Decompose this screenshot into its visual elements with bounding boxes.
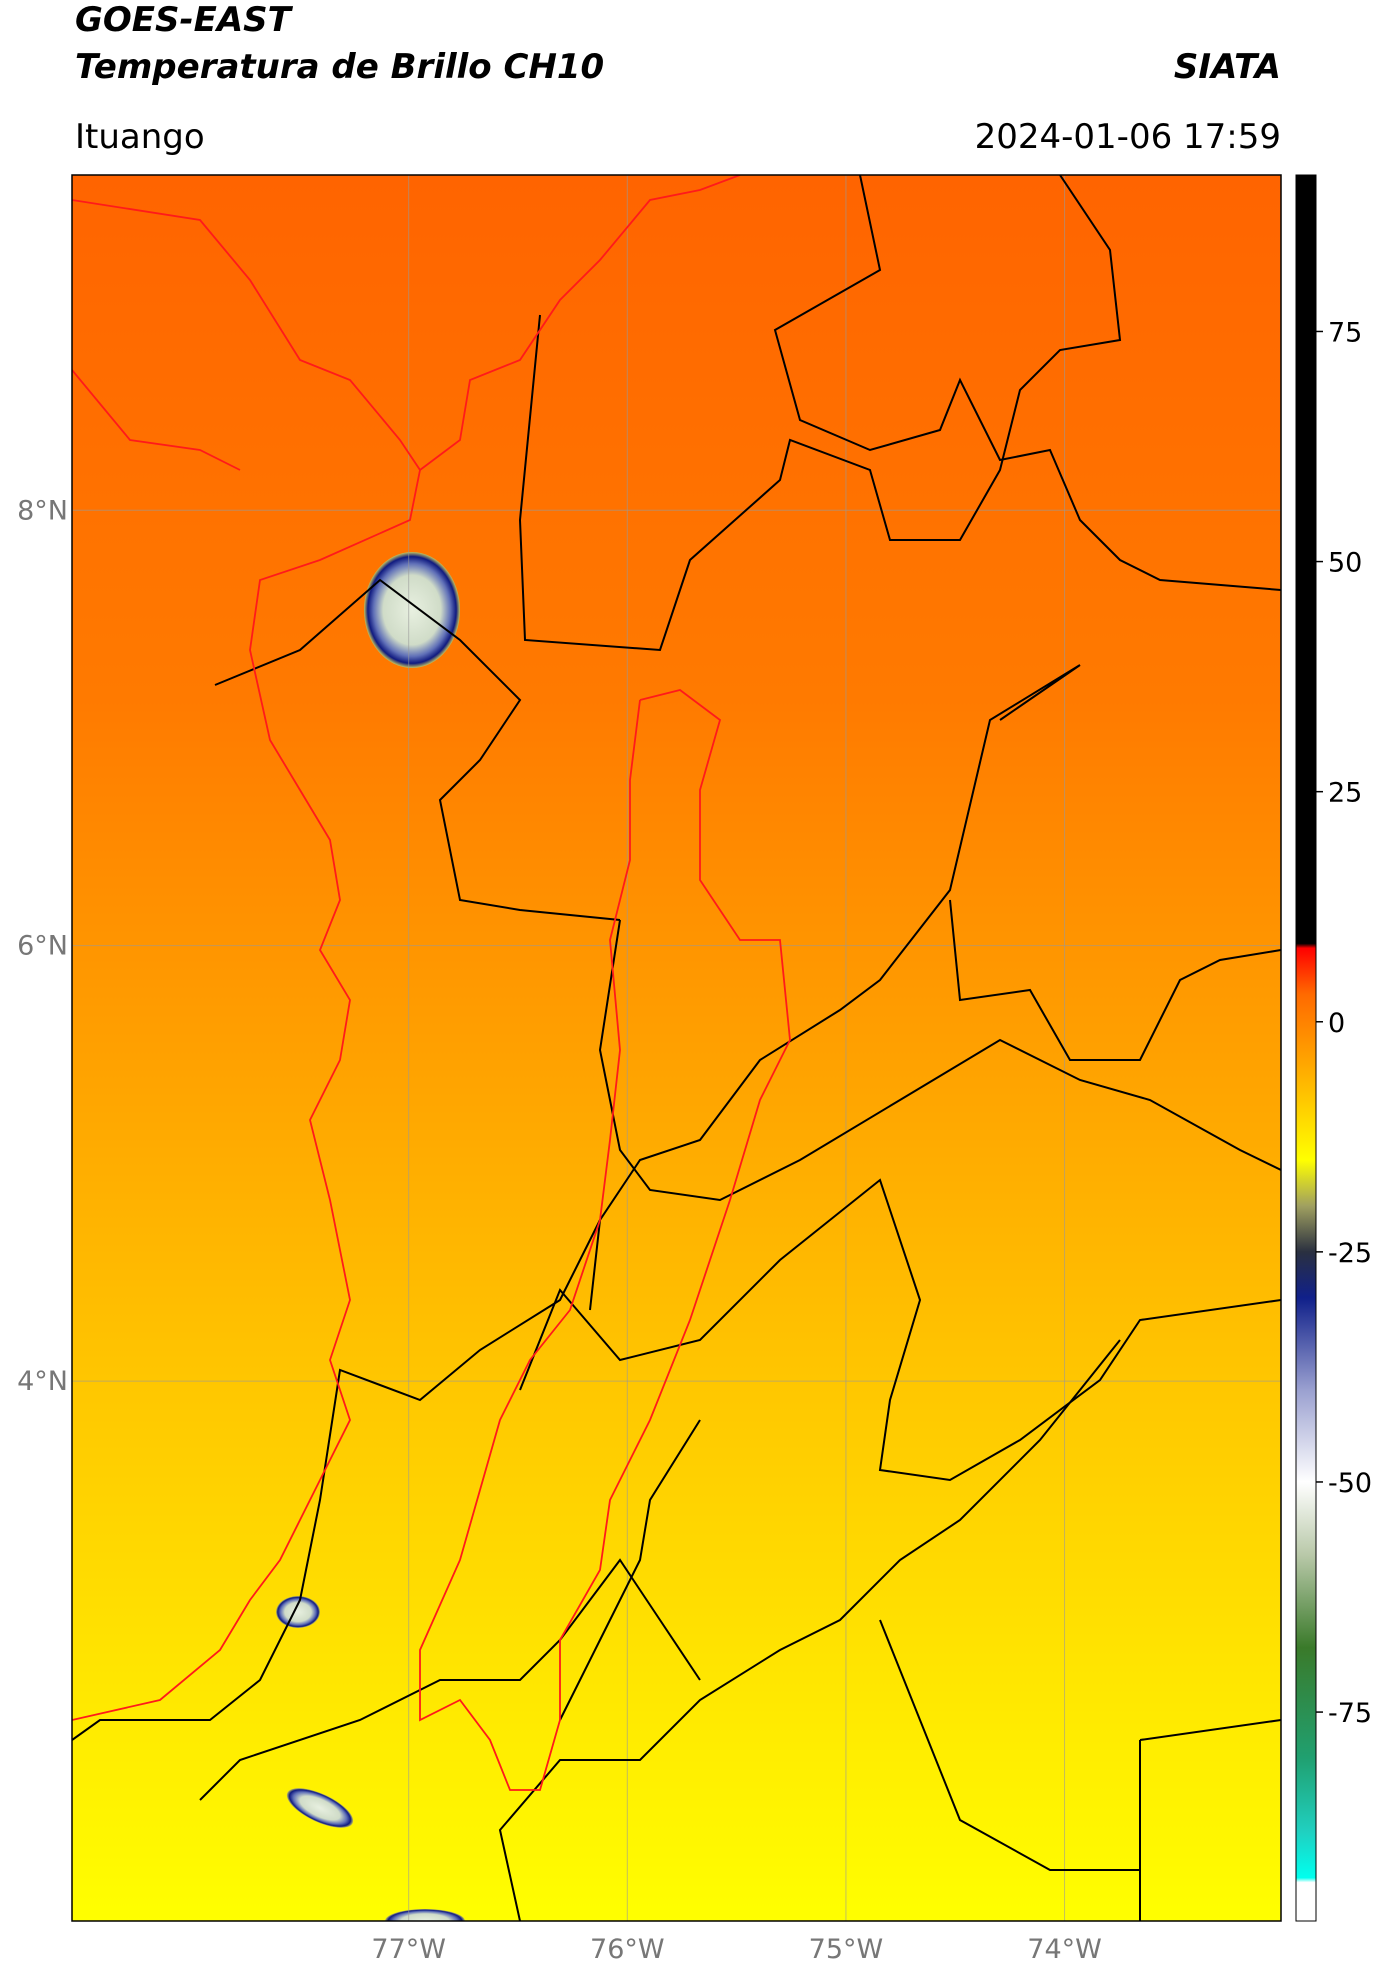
coast-and-basin <box>72 175 791 1791</box>
y-tick-label: 6°N <box>17 931 68 962</box>
cloud <box>276 1596 320 1628</box>
map <box>72 175 1281 1921</box>
cloud <box>385 1909 465 1921</box>
datetime: 2024-01-06 17:59 <box>975 117 1281 157</box>
subtitle: Temperatura de Brillo CH10 <box>75 47 604 87</box>
colorbar-tick-label: 0 <box>1328 1008 1345 1039</box>
colorbar-tick-label: 25 <box>1328 778 1362 809</box>
y-tick-label: 8°N <box>17 495 68 526</box>
x-tick-label: 74°W <box>1027 1934 1102 1965</box>
grid <box>72 175 1281 1921</box>
colorbar-tick-label: -50 <box>1328 1468 1372 1499</box>
map-background <box>72 175 1281 1921</box>
title: GOES-EAST <box>75 0 294 40</box>
source: SIATA <box>1174 47 1281 87</box>
colorbar-tick-label: -75 <box>1328 1698 1372 1729</box>
colorbar-tick-label: 75 <box>1328 317 1362 348</box>
borders <box>72 175 1281 1921</box>
x-tick-label: 76°W <box>590 1934 665 1965</box>
map-frame <box>71 174 1282 1922</box>
y-tick-label: 4°N <box>17 1366 68 1397</box>
cloud <box>364 552 460 668</box>
cloud <box>286 1788 354 1828</box>
x-tick-label: 75°W <box>809 1934 884 1965</box>
colorbar-tick-label: -25 <box>1328 1238 1372 1269</box>
x-tick-label: 77°W <box>371 1934 446 1965</box>
colorbar-tick-label: 50 <box>1328 548 1362 579</box>
colorbar-body <box>1295 174 1317 1922</box>
colorbar: 75 50 25 0 -25 -50 -75 <box>1295 174 1372 1922</box>
location: Ituango <box>75 117 205 157</box>
